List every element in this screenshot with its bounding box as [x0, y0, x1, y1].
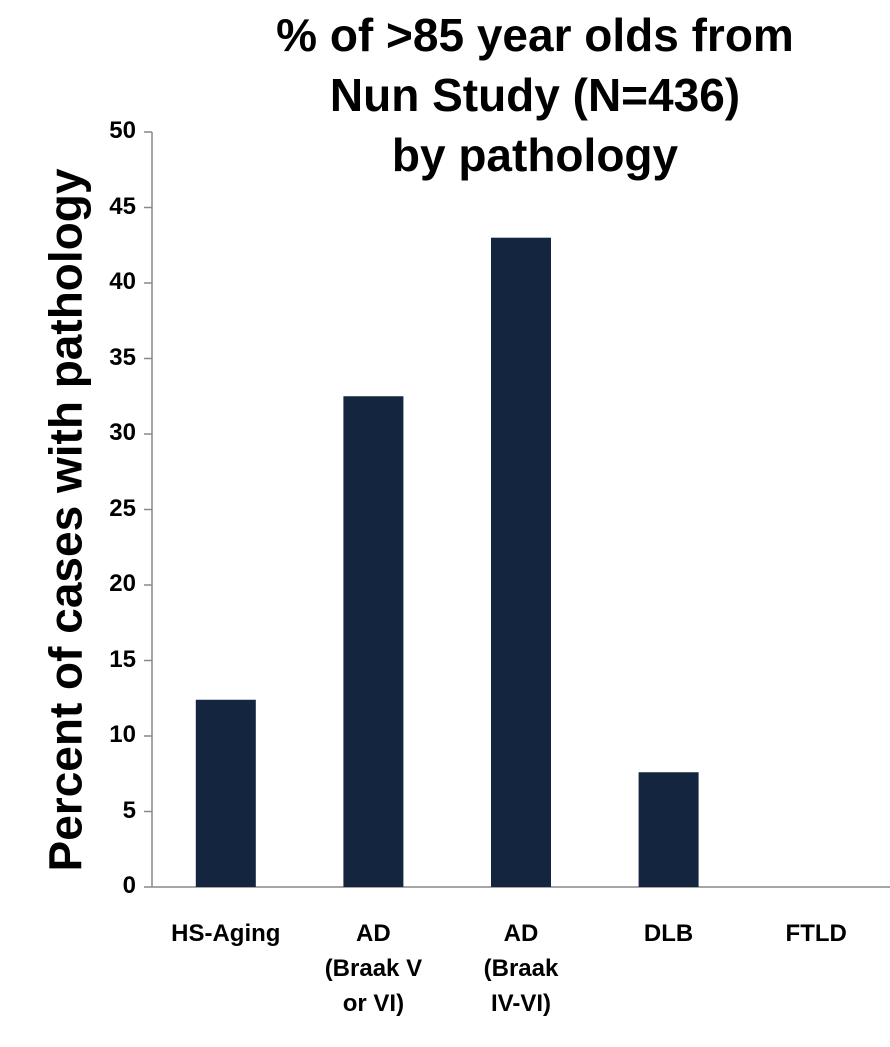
x-tick-label: HS-Aging: [171, 920, 281, 947]
bar: [343, 396, 404, 887]
x-tick-label: AD (Braak IV-VI): [483, 920, 559, 1017]
y-tick-label: 45: [109, 192, 136, 220]
y-tick-label: 25: [109, 494, 136, 522]
x-tick-label: DLB: [643, 920, 694, 947]
y-tick-label: 20: [109, 570, 136, 597]
y-tick-label: 15: [109, 645, 136, 673]
bar: [195, 699, 256, 887]
y-tick-label: 0: [122, 872, 136, 899]
bar: [638, 772, 699, 887]
x-tick-label: FTLD: [785, 920, 847, 947]
y-tick-label: 40: [109, 268, 136, 295]
y-tick-label: 50: [109, 117, 136, 144]
y-tick-label: 10: [109, 721, 136, 748]
bar: [491, 237, 551, 887]
y-tick-label: 30: [109, 419, 136, 446]
chart-title: % of >85 year olds from Nun Study (N=436…: [276, 9, 794, 181]
y-tick-label: 5: [122, 796, 136, 824]
y-tick-label: 35: [109, 343, 136, 371]
x-tick-label: AD (Braak V or VI): [324, 920, 423, 1017]
